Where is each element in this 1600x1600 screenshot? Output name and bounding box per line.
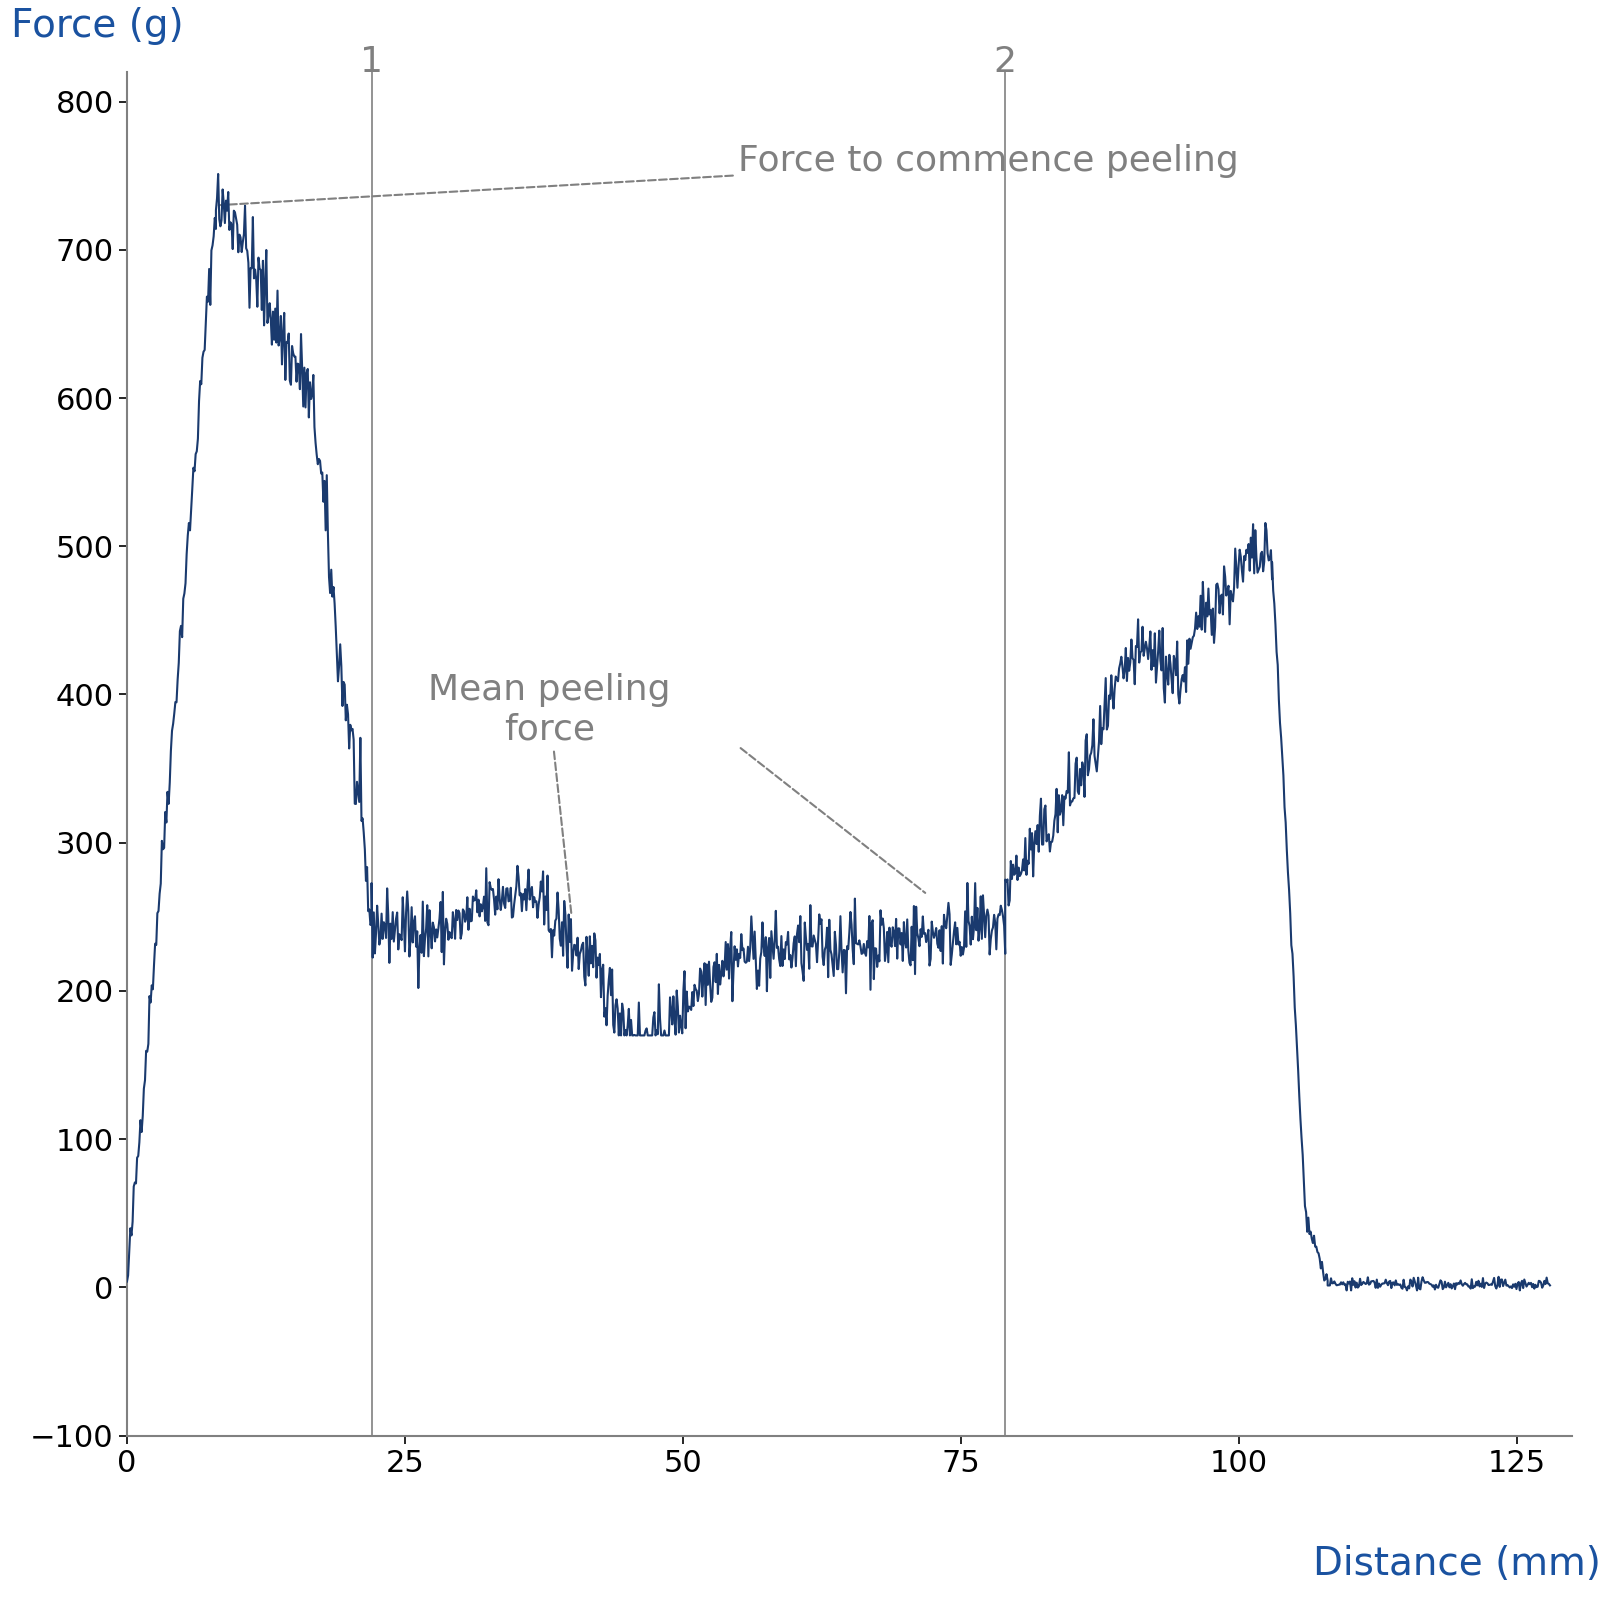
Text: 2: 2 xyxy=(994,45,1016,80)
Text: Force to commence peeling: Force to commence peeling xyxy=(219,144,1238,205)
X-axis label: Distance (mm): Distance (mm) xyxy=(1314,1544,1600,1582)
Text: 1: 1 xyxy=(360,45,382,80)
Y-axis label: Force (g): Force (g) xyxy=(11,6,184,45)
Text: Mean peeling
force: Mean peeling force xyxy=(429,672,670,914)
